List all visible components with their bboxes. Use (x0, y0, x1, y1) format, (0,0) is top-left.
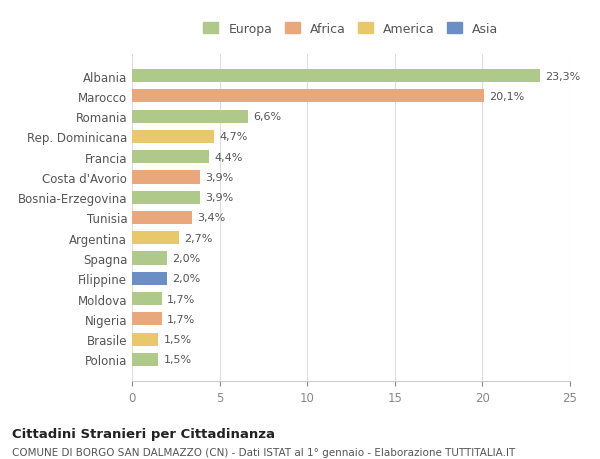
Bar (132, 70, 540, 83)
Bar (132, 110, 248, 123)
Text: 4,4%: 4,4% (214, 152, 243, 162)
Bar (132, 130, 214, 144)
Text: COMUNE DI BORGO SAN DALMAZZO (CN) - Dati ISTAT al 1° gennaio - Elaborazione TUTT: COMUNE DI BORGO SAN DALMAZZO (CN) - Dati… (12, 448, 515, 458)
Text: 1,5%: 1,5% (164, 355, 191, 364)
Bar (132, 292, 162, 306)
Text: 23,3%: 23,3% (545, 72, 581, 81)
Bar (132, 252, 167, 265)
Text: 2,0%: 2,0% (172, 253, 200, 263)
Bar (132, 232, 179, 245)
Text: 3,9%: 3,9% (206, 173, 234, 183)
Bar (132, 191, 200, 204)
Bar (132, 313, 162, 326)
Text: 1,5%: 1,5% (164, 334, 191, 344)
Bar (132, 353, 158, 366)
Text: 1,7%: 1,7% (167, 294, 195, 304)
Bar (132, 333, 158, 346)
Text: 6,6%: 6,6% (253, 112, 281, 122)
Bar (132, 151, 209, 164)
Bar (132, 212, 191, 224)
Text: 3,4%: 3,4% (197, 213, 225, 223)
Text: 2,7%: 2,7% (185, 233, 213, 243)
Text: 3,9%: 3,9% (206, 193, 234, 203)
Bar (132, 272, 167, 285)
Text: 1,7%: 1,7% (167, 314, 195, 324)
Text: 2,0%: 2,0% (172, 274, 200, 284)
Text: Cittadini Stranieri per Cittadinanza: Cittadini Stranieri per Cittadinanza (12, 427, 275, 440)
Text: 4,7%: 4,7% (220, 132, 248, 142)
Text: 20,1%: 20,1% (490, 92, 524, 102)
Legend: Europa, Africa, America, Asia: Europa, Africa, America, Asia (200, 19, 502, 39)
Bar (132, 171, 200, 184)
Bar (132, 90, 484, 103)
